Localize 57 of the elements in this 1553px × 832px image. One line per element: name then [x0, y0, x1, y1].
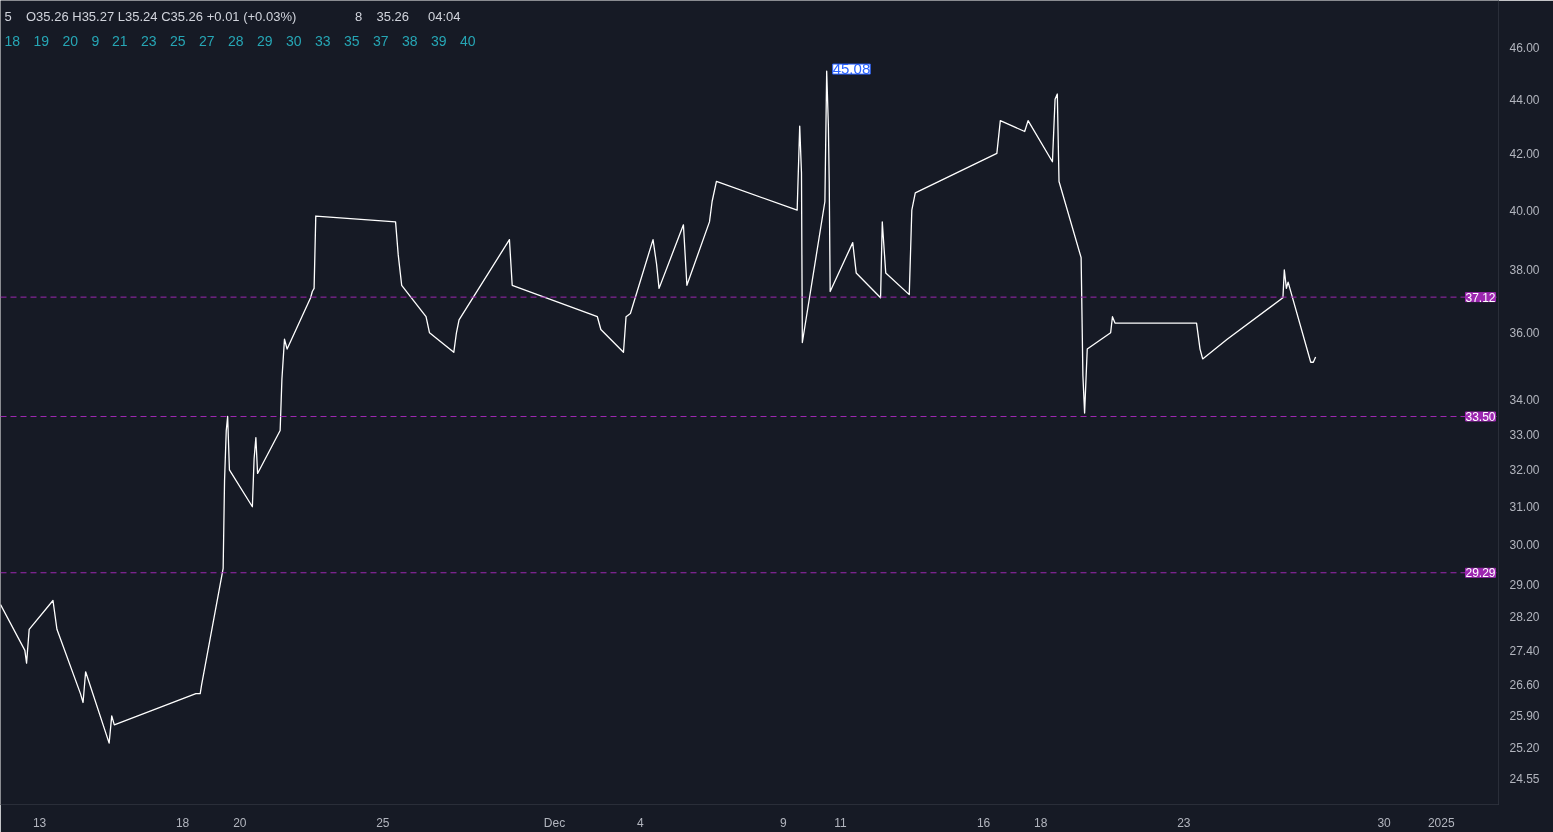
y-tick-label: 32.00	[1509, 463, 1540, 478]
y-tick-label: 25.20	[1509, 741, 1540, 756]
annotation: 35.26	[376, 9, 410, 24]
y-tick-label: 34.00	[1509, 392, 1540, 407]
x-tick-label: 4	[636, 815, 644, 830]
annotation: 25	[170, 32, 186, 49]
annotation: 23	[141, 32, 157, 49]
x-tick-label: 30	[1377, 815, 1392, 830]
y-tick-label: 38.00	[1509, 263, 1540, 278]
y-tick-label: 33.00	[1509, 427, 1540, 442]
x-tick-label: 16	[976, 815, 991, 830]
y-tick-label: 31.00	[1509, 500, 1540, 515]
x-tick-label: 18	[175, 815, 190, 830]
y-tick-label: 25.90	[1509, 709, 1540, 724]
annotation: 21	[112, 32, 128, 49]
annotation: 8	[355, 9, 363, 24]
y-tick-label: 30.00	[1509, 538, 1540, 553]
x-tick-label: Dec	[543, 815, 566, 830]
y-tick-label: 42.00	[1509, 146, 1540, 161]
y-tick-label: 26.60	[1509, 678, 1540, 693]
ref-line-label: 33.50	[1465, 410, 1496, 425]
annotation: 35	[344, 32, 360, 49]
x-tick-label: 13	[32, 815, 47, 830]
annotation: 30	[286, 32, 302, 49]
annotation: 37	[373, 32, 389, 49]
y-tick-label: 27.40	[1509, 643, 1540, 658]
x-tick-label: 25	[376, 815, 390, 830]
y-tick-label: 44.00	[1509, 92, 1540, 107]
ref-line-label: 29.29	[1465, 566, 1496, 581]
annotation: 20	[62, 32, 79, 49]
annotation: 40	[460, 32, 476, 49]
annotation: 45.08	[832, 60, 871, 78]
annotation: 19	[33, 32, 50, 49]
y-tick-label: 46.00	[1509, 41, 1540, 56]
x-tick-label: 18	[1034, 815, 1048, 830]
x-tick-label: 11	[834, 815, 848, 830]
y-tick-label: 40.00	[1509, 203, 1540, 218]
annotation: 18	[4, 32, 21, 49]
ref-line-label: 37.12	[1465, 290, 1496, 305]
annotation: 28	[228, 32, 244, 49]
x-tick-label: 20	[233, 815, 247, 830]
y-tick-label: 29.00	[1509, 577, 1540, 592]
annotation: 33	[315, 32, 331, 49]
annotation: 04:04	[428, 9, 461, 24]
annotation: 27	[199, 32, 215, 49]
annotation: 38	[402, 32, 418, 49]
x-tick-label: 9	[780, 815, 787, 830]
x-tick-label: 23	[1177, 815, 1191, 830]
annotation: O35.26 H35.27 L35.24 C35.26 +0.01 (+0.03%)	[26, 9, 297, 24]
annotation: 29	[257, 32, 273, 49]
x-tick-label: 2025	[1427, 815, 1455, 830]
y-tick-label: 28.20	[1509, 610, 1540, 625]
annotation: 5	[4, 9, 12, 24]
annotation: 9	[91, 32, 100, 49]
y-tick-label: 24.55	[1509, 771, 1540, 786]
annotation: 39	[431, 32, 447, 49]
y-tick-label: 36.00	[1509, 326, 1540, 341]
